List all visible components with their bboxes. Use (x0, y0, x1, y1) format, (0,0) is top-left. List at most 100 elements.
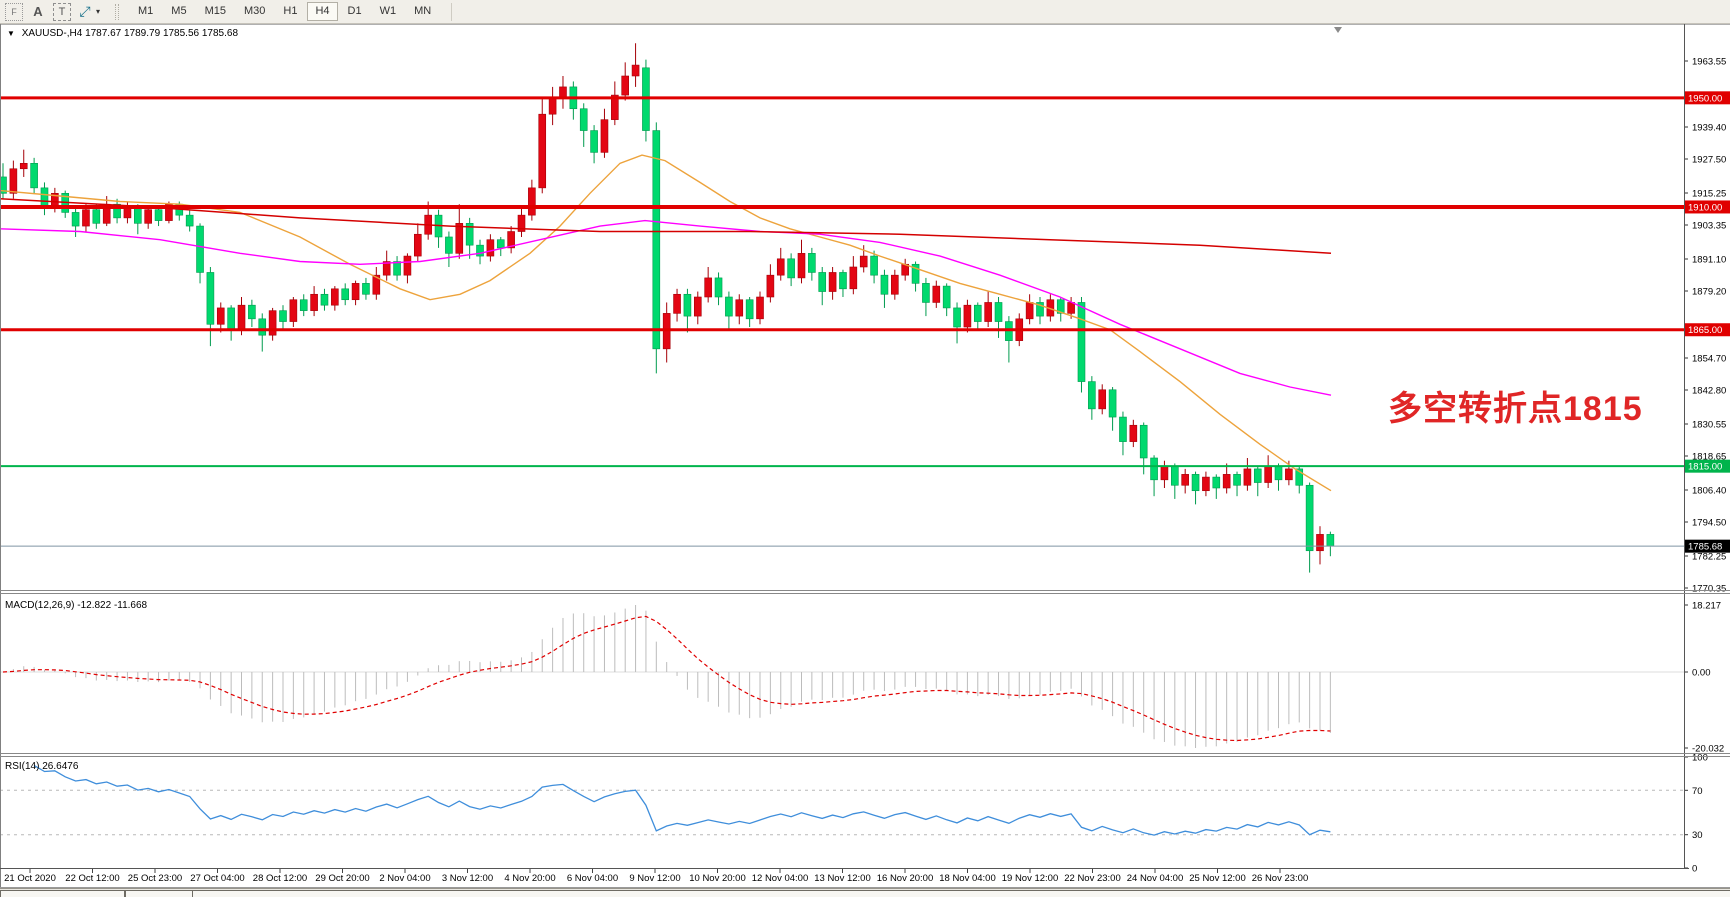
timeframe-bar: M1 M5 M15 M30 H1 H4 D1 W1 MN (130, 2, 439, 21)
svg-text:1785.68: 1785.68 (1688, 542, 1722, 553)
svg-text:0: 0 (1692, 864, 1697, 875)
time-tick-label: 2 Nov 04:00 (379, 873, 430, 884)
bid-price-badge (1684, 539, 1730, 553)
time-tick-label: 24 Nov 04:00 (1127, 873, 1184, 884)
low-value: 1785.56 (162, 28, 200, 39)
price-tick-label: 1842.80 (1692, 386, 1726, 397)
macd-indicator-label: MACD(12,26,9) -12.822 -11.668 (5, 600, 148, 611)
price-tick-label: 1770.35 (1692, 584, 1726, 595)
price-tick-label: 1915.25 (1692, 189, 1726, 200)
price-tick-label: 1782.25 (1692, 552, 1726, 563)
svg-text:0.00: 0.00 (1692, 668, 1711, 679)
time-tick-label: 3 Nov 12:00 (442, 873, 493, 884)
time-tick-label: 25 Oct 23:00 (128, 873, 182, 884)
level-lines: 1950.00 1910.00 1865.00 1815.00 (0, 91, 1730, 473)
time-axis: 21 Oct 2020 22 Oct 12:00 25 Oct 23:00 27 Oc… (4, 869, 1308, 884)
rsi-panel: 100 70 30 0 (0, 753, 1708, 875)
timeframe-M30[interactable]: M30 (243, 5, 266, 17)
price-tick-label: 1939.40 (1692, 123, 1726, 134)
trend-annotation: 多空转折点1815 (1388, 390, 1643, 428)
svg-text:1910.00: 1910.00 (1688, 202, 1722, 213)
price-tick-label: 1854.70 (1692, 354, 1726, 365)
ma-mid-magenta (0, 219, 1332, 396)
collapse-triangle-icon[interactable]: ▼ (7, 29, 15, 38)
svg-text:100: 100 (1692, 753, 1708, 764)
bid-price-line: 1785.68 (0, 539, 1730, 553)
svg-text:-20.032: -20.032 (1692, 744, 1724, 755)
svg-text:1950.00: 1950.00 (1688, 93, 1722, 104)
svg-text:1865.00: 1865.00 (1688, 325, 1722, 336)
open-value: 1787.67 (85, 28, 122, 39)
time-tick-label: 27 Oct 04:00 (190, 873, 244, 884)
time-tick-label: 21 Oct 2020 (4, 873, 56, 884)
price-tick-label: 1903.35 (1692, 221, 1726, 232)
high-value: 1789.79 (124, 28, 161, 39)
macd-signal-line (2, 615, 1331, 742)
time-tick-label: 22 Oct 12:00 (65, 873, 119, 884)
timeframe-H4[interactable]: H4 (307, 2, 338, 21)
timeframe-M5[interactable]: M5 (171, 5, 187, 17)
chart-tab[interactable] (125, 890, 193, 897)
timeframe-D1[interactable]: D1 (347, 5, 362, 17)
svg-text:30: 30 (1692, 830, 1703, 841)
svg-text:70: 70 (1692, 786, 1703, 797)
selection-frame-icon[interactable]: F (5, 2, 23, 21)
svg-text:18.217: 18.217 (1692, 601, 1721, 612)
crosshair-arrows-icon[interactable]: ⤢ (79, 3, 91, 19)
price-tick-label: 1806.40 (1692, 486, 1726, 497)
price-level-badge (1684, 91, 1730, 105)
chart-ohlc-title: ▼ XAUUSD-,H4 1787.67 1789.79 1785.56 178… (7, 28, 238, 39)
time-tick-label: 18 Nov 04:00 (939, 873, 996, 884)
timeframe-W1[interactable]: W1 (379, 5, 397, 17)
toolbar-separator (451, 2, 453, 21)
price-level-badge (1684, 459, 1730, 473)
toolbar: F A T ⤢ ▾ M1 M5 M15 M30 H1 H4 D1 W1 MN (0, 0, 1730, 24)
ma-fast-orange (0, 154, 1332, 492)
bottom-tab-bar (0, 888, 1730, 897)
text-label-icon[interactable]: A (33, 4, 43, 19)
time-tick-label: 12 Nov 04:00 (752, 873, 809, 884)
time-tick-label: 16 Nov 20:00 (877, 873, 934, 884)
close-value: 1785.68 (201, 28, 239, 39)
time-tick-label: 4 Nov 20:00 (504, 873, 555, 884)
time-tick-label: 6 Nov 04:00 (567, 873, 618, 884)
time-tick-label: 28 Oct 12:00 (253, 873, 307, 884)
time-tick-label: 9 Nov 12:00 (629, 873, 680, 884)
symbol-label: XAUUSD-,H4 (21, 28, 83, 39)
chart-tab[interactable] (192, 890, 1730, 897)
rsi-line (33, 764, 1331, 836)
time-tick-label: 19 Nov 12:00 (1002, 873, 1059, 884)
ma-slow-red (0, 198, 1332, 255)
timeframe-H1[interactable]: H1 (283, 5, 298, 17)
chart-tab[interactable] (0, 890, 125, 897)
rsi-indicator-label: RSI(14) 26.6476 (5, 761, 79, 772)
chart-shift-marker-icon[interactable] (1334, 27, 1342, 33)
timeframe-M1[interactable]: M1 (138, 5, 154, 17)
candles (0, 43, 1335, 573)
price-tick-label: 1830.55 (1692, 420, 1726, 431)
price-tick-label: 1794.50 (1692, 518, 1726, 529)
price-tick-label: 1927.50 (1692, 155, 1726, 166)
panel-frame (0, 24, 1730, 888)
toolbar-grip[interactable] (115, 3, 119, 20)
time-tick-label: 26 Nov 23:00 (1252, 873, 1309, 884)
text-box-icon[interactable]: T (53, 2, 71, 21)
chevron-down-icon[interactable]: ▾ (96, 7, 101, 16)
price-level-badge (1684, 200, 1730, 214)
price-axis: 1963.55 1939.40 1927.50 1915.25 1903.35 1891.… (1684, 57, 1726, 595)
price-tick-label: 1963.55 (1692, 57, 1726, 68)
price-tick-label: 1818.65 (1692, 452, 1726, 463)
time-tick-label: 13 Nov 12:00 (814, 873, 871, 884)
macd-panel: 18.217 0.00 -20.032 (0, 601, 1724, 755)
time-tick-label: 22 Nov 23:00 (1064, 873, 1121, 884)
svg-text:1815.00: 1815.00 (1688, 462, 1722, 473)
time-tick-label: 10 Nov 20:00 (689, 873, 746, 884)
timeframe-M15[interactable]: M15 (204, 5, 226, 17)
time-tick-label: 29 Oct 20:00 (315, 873, 369, 884)
price-tick-label: 1891.10 (1692, 255, 1726, 266)
time-tick-label: 25 Nov 12:00 (1189, 873, 1246, 884)
timeframe-MN[interactable]: MN (414, 5, 432, 17)
price-tick-label: 1879.20 (1692, 287, 1726, 298)
